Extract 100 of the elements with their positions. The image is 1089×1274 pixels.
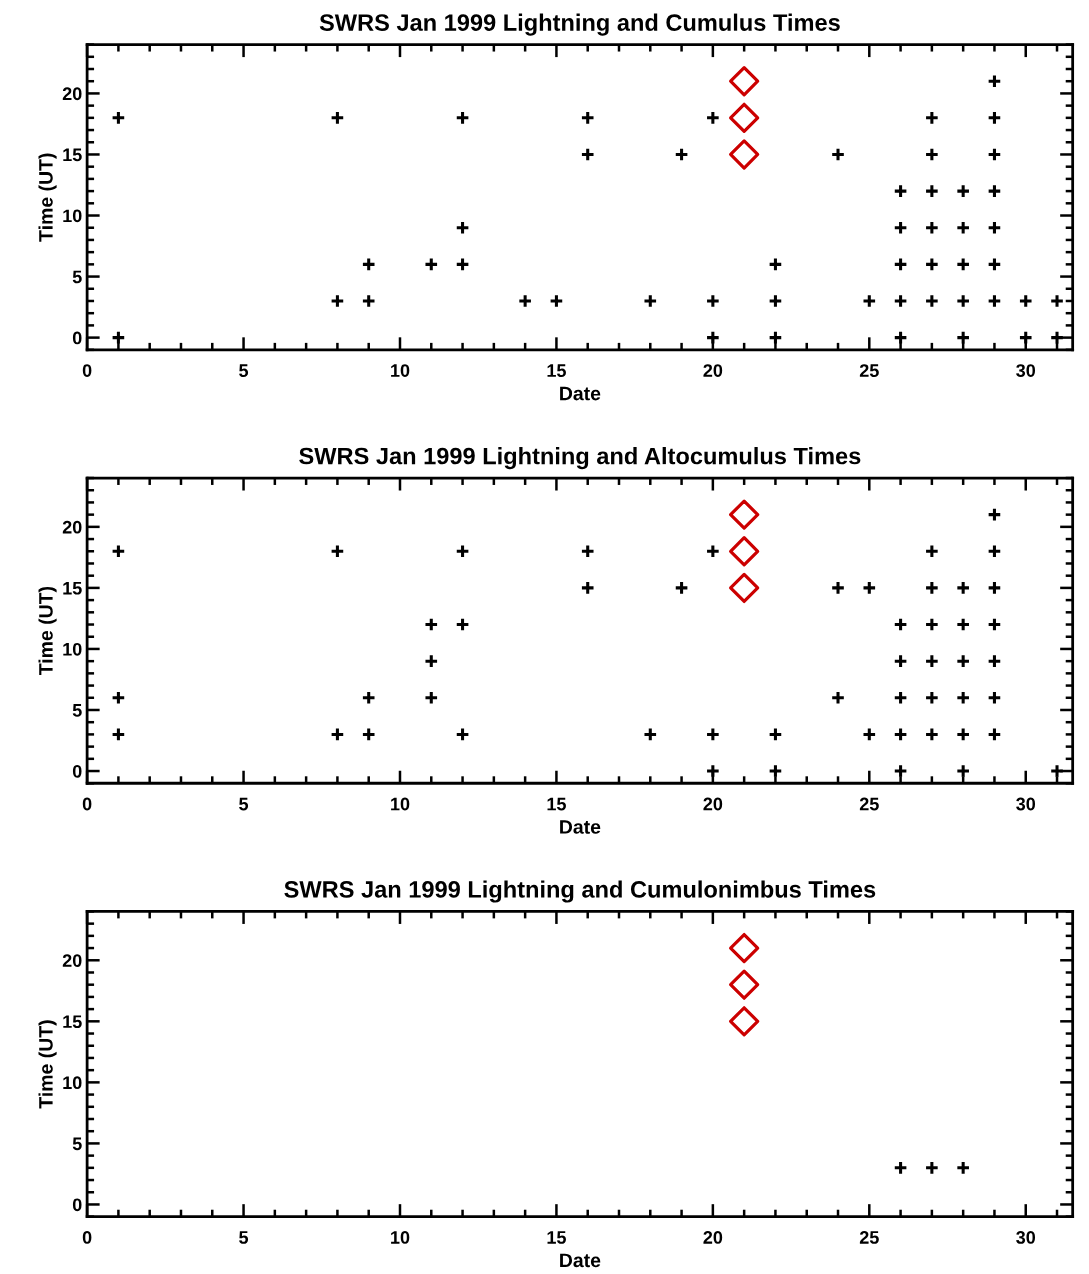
point — [455, 257, 470, 272]
x-tick-label: 25 — [859, 364, 879, 377]
point — [830, 690, 846, 706]
point — [729, 499, 760, 530]
point — [1018, 330, 1034, 345]
x-tick-label: 0 — [82, 797, 92, 811]
y-tick-label: 15 — [63, 582, 82, 595]
x-axis-title: Date — [560, 820, 601, 834]
point — [423, 257, 439, 272]
point — [924, 147, 940, 162]
point — [861, 727, 877, 742]
point — [455, 543, 470, 559]
x-tick-label: 0 — [82, 364, 92, 377]
point — [955, 763, 971, 779]
point — [893, 727, 908, 742]
point — [768, 257, 783, 272]
point — [893, 257, 908, 272]
point — [987, 617, 1002, 632]
point — [111, 543, 126, 559]
point — [987, 183, 1002, 199]
point — [924, 690, 940, 706]
point — [1049, 763, 1065, 779]
point — [987, 690, 1002, 706]
point — [423, 617, 439, 632]
point — [330, 543, 345, 559]
point — [830, 147, 846, 162]
chart-title: SWRS Jan 1999 Lightning and Cumulus Times — [319, 13, 840, 36]
x-tick-label: 15 — [547, 364, 566, 377]
point — [893, 220, 908, 236]
y-tick-label: 10 — [63, 642, 82, 656]
point — [924, 580, 940, 596]
point — [330, 293, 345, 309]
point — [955, 617, 971, 632]
x-tick-label: 20 — [703, 364, 723, 377]
point — [423, 690, 439, 706]
point — [987, 507, 1002, 522]
point — [674, 147, 689, 162]
y-tick-label: 0 — [72, 331, 82, 345]
point — [893, 617, 908, 632]
x-tick-label: 30 — [1016, 1231, 1036, 1244]
point — [955, 293, 971, 309]
point — [642, 293, 658, 309]
x-tick-label: 20 — [703, 1231, 723, 1244]
point — [361, 727, 377, 742]
point — [455, 110, 470, 126]
point — [987, 220, 1002, 236]
point — [893, 183, 908, 199]
y-tick-label: 5 — [72, 270, 82, 284]
point — [924, 110, 940, 126]
x-tick-label: 25 — [859, 1231, 879, 1244]
x-tick-label: 15 — [547, 797, 566, 811]
x-tick-label: 0 — [82, 1231, 92, 1244]
point — [955, 1160, 971, 1176]
point — [893, 1160, 908, 1176]
point — [987, 257, 1002, 272]
x-axis-title: Date — [560, 386, 601, 401]
x-tick-label: 10 — [391, 797, 410, 811]
y-axis-title: Time (UT) — [38, 153, 57, 242]
point — [330, 110, 345, 126]
point — [729, 536, 760, 567]
point — [924, 220, 940, 236]
y-tick-label: 20 — [62, 954, 82, 967]
point — [361, 690, 377, 706]
y-tick-label: 20 — [62, 87, 82, 101]
point — [705, 330, 721, 345]
point — [955, 580, 971, 596]
point — [705, 543, 721, 559]
x-tick-label: 30 — [1016, 364, 1036, 377]
point — [111, 727, 126, 742]
point — [987, 147, 1002, 162]
point — [924, 617, 940, 632]
point — [580, 580, 596, 596]
x-tick-label: 5 — [239, 364, 249, 377]
point — [517, 293, 533, 309]
point — [455, 220, 470, 236]
x-tick-label: 20 — [703, 797, 723, 811]
point — [1049, 293, 1065, 309]
point — [924, 727, 940, 742]
point — [830, 580, 846, 596]
point — [987, 543, 1002, 559]
point — [955, 257, 971, 272]
point — [729, 969, 760, 1000]
point — [893, 653, 908, 669]
point — [955, 727, 971, 742]
point — [893, 293, 908, 309]
y-axis-title: Time (UT) — [38, 1020, 57, 1109]
point — [1049, 330, 1065, 345]
point — [955, 653, 971, 669]
x-tick-label: 25 — [859, 797, 879, 811]
point — [987, 727, 1002, 742]
point — [330, 727, 345, 742]
y-tick-label: 0 — [72, 764, 82, 778]
point — [924, 1160, 940, 1176]
point — [361, 257, 377, 272]
point — [729, 102, 760, 133]
point — [987, 110, 1002, 126]
x-tick-label: 30 — [1016, 797, 1036, 811]
point — [705, 110, 721, 126]
x-tick-label: 5 — [239, 1231, 249, 1244]
x-tick-label: 15 — [547, 1231, 566, 1244]
